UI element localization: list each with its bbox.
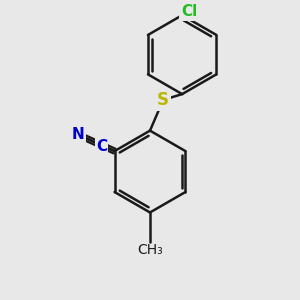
Text: S: S	[157, 91, 169, 109]
Text: Cl: Cl	[181, 4, 198, 19]
Text: C: C	[96, 139, 107, 154]
Text: N: N	[72, 127, 85, 142]
Text: CH₃: CH₃	[137, 243, 163, 257]
